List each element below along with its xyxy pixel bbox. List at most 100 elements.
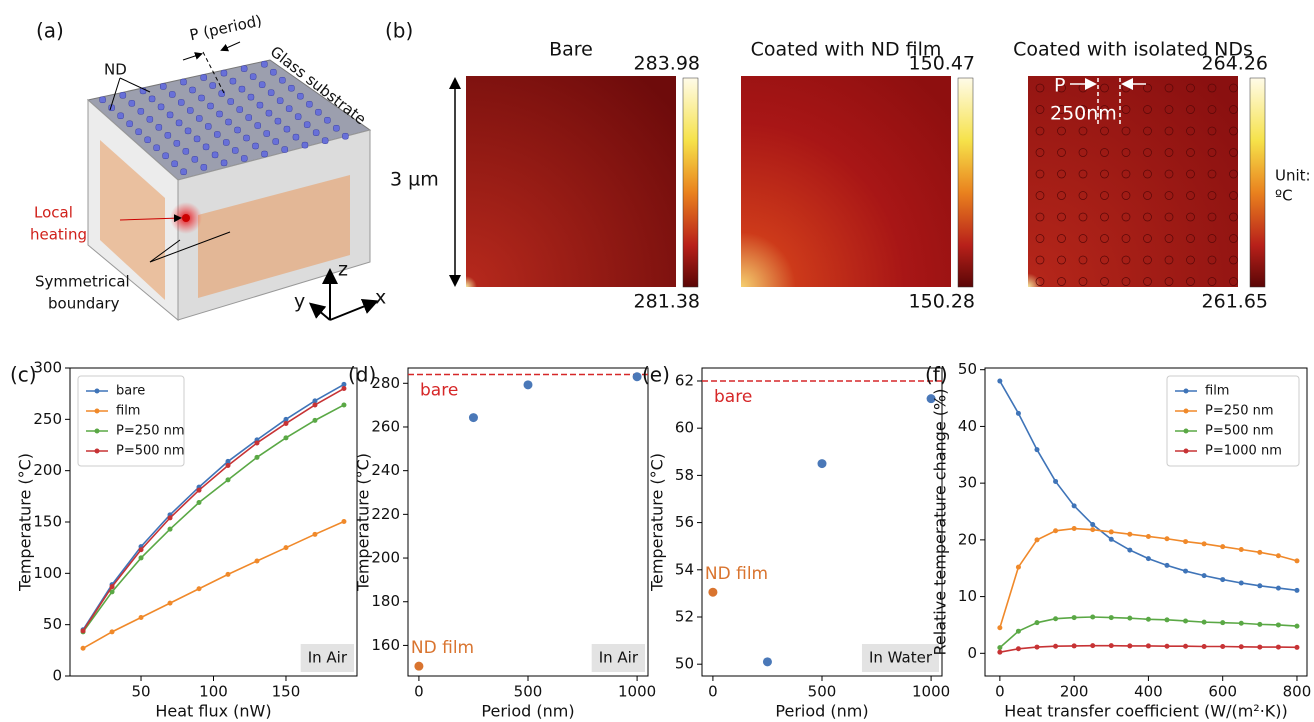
unit: Unit: [1275, 167, 1311, 185]
nanodisk [1057, 126, 1066, 136]
annotation-box [300, 644, 354, 672]
nanodisk [193, 135, 201, 143]
nanodisk [238, 85, 246, 93]
data-point [1257, 549, 1263, 555]
label: ND [104, 61, 127, 79]
nanodisk [265, 109, 273, 117]
nanodisk [1229, 169, 1238, 179]
nanodisk [324, 116, 331, 124]
nanodisk [211, 151, 219, 159]
heatmap [741, 76, 951, 287]
series-line [82, 404, 345, 633]
data-point [341, 381, 347, 387]
data-point [1275, 644, 1281, 650]
nanodisk [1207, 83, 1217, 93]
nanodisk [1186, 234, 1195, 243]
nanodisk [1164, 255, 1174, 265]
nanodisk [1229, 255, 1238, 265]
nanodisk [1121, 212, 1131, 222]
data-point [523, 380, 533, 390]
nanodisk [1100, 212, 1109, 222]
label: Local [34, 204, 73, 222]
panel-label: (f) [925, 363, 948, 387]
y-axis-label: Temperature (°C) [648, 453, 667, 592]
nanodisk [187, 107, 194, 114]
panel-label: (a) [36, 19, 64, 43]
nanodisk [283, 125, 291, 133]
nanodisk [1164, 212, 1174, 222]
nanodisk [274, 117, 282, 125]
nanodisk [1057, 255, 1066, 265]
y-tick-label: 200 [33, 461, 62, 479]
data-point [196, 487, 202, 493]
nanodisk [1057, 191, 1066, 200]
heatmap-title: Coated with ND film [751, 39, 942, 61]
data-point [1145, 556, 1151, 562]
reference-label: bare [420, 381, 458, 401]
nanodisk [166, 111, 174, 119]
data-point [341, 402, 347, 408]
data-point [1034, 447, 1040, 453]
legend-entry: film [116, 404, 140, 419]
nanodisk [223, 139, 230, 146]
legend-entry: film [1205, 384, 1229, 399]
nanodisk [261, 150, 268, 158]
nanodisk [1078, 169, 1088, 179]
x-tick-label: 100 [199, 683, 228, 701]
nanodisk [285, 105, 293, 112]
nanodisk [1057, 148, 1066, 157]
data-point [817, 459, 827, 469]
y-tick-label: 220 [371, 505, 400, 523]
annotation: In Air [308, 649, 348, 667]
nanodisk [1143, 126, 1152, 136]
nanodisk [267, 89, 275, 96]
data-point [1183, 618, 1189, 624]
x-tick-label: 1000 [618, 683, 656, 701]
nanodisk [99, 96, 106, 104]
nanodisk [1143, 212, 1152, 222]
nanodisk [1229, 212, 1238, 222]
nanodisk [1100, 234, 1109, 243]
data-point [1090, 527, 1096, 533]
plot-frame [407, 367, 649, 677]
data-point [283, 545, 289, 551]
nanodisk [288, 84, 295, 92]
data-point [196, 586, 202, 592]
nanodisk [191, 156, 199, 163]
nanodisk [301, 141, 309, 149]
colorbar [682, 77, 699, 288]
legend-entry: P=500 nm [1205, 424, 1274, 439]
nanodisk [1057, 169, 1066, 179]
nanodisk [1143, 148, 1152, 157]
nanodisk [198, 94, 205, 102]
data-point [1238, 547, 1244, 553]
data-point [1220, 544, 1226, 550]
nanodisk [196, 115, 203, 122]
nanodisk [1078, 105, 1088, 114]
nanodisk [1207, 212, 1217, 222]
y-tick-label: 100 [33, 564, 62, 582]
point-label: ND film [411, 638, 474, 658]
nanodisk [1035, 126, 1045, 136]
data-point [1275, 553, 1281, 559]
data-point [109, 589, 115, 595]
nanodisk [1143, 169, 1152, 179]
nanodisk [252, 142, 259, 150]
data-point [1238, 580, 1244, 586]
panel-label: (b) [385, 19, 413, 43]
x-tick-label: 600 [1208, 683, 1237, 701]
point-label: ND film [705, 564, 768, 584]
nanodisk [342, 132, 349, 140]
data-point [1015, 564, 1021, 570]
nanodisk [1100, 148, 1109, 157]
nanodisk [292, 133, 300, 141]
nanodisk [1186, 126, 1195, 136]
nanodisk [1164, 277, 1174, 286]
data-point [997, 625, 1003, 631]
nanodisk [1143, 83, 1152, 93]
nanodisk [220, 69, 228, 77]
x-tick-label: 150 [272, 683, 301, 701]
nanodisk [169, 91, 176, 98]
data-point [341, 518, 347, 524]
